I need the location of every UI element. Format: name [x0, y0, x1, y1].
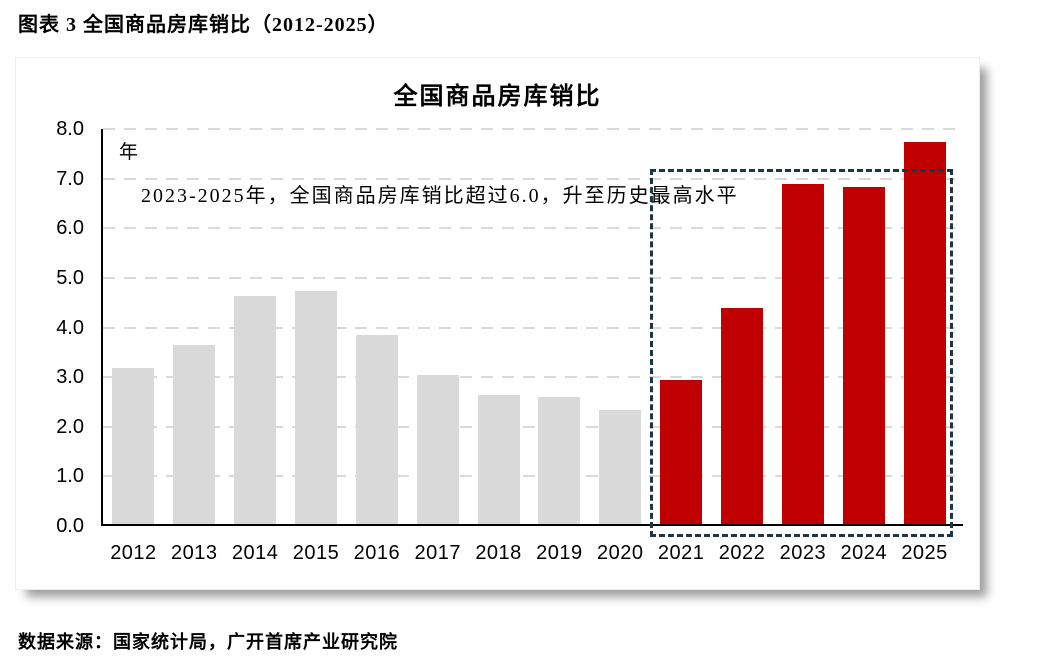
- bar-2024: [842, 186, 885, 524]
- figure-caption: 图表 3 全国商品房库销比（2012-2025）: [18, 14, 389, 36]
- x-tick-label: 2017: [414, 542, 461, 564]
- gridline: [103, 227, 963, 230]
- x-tick-label: 2015: [292, 542, 340, 564]
- highlight-box: [650, 168, 953, 537]
- bar-2018: [477, 394, 520, 524]
- chart-annotation: 2023-2025年，全国商品房库销比超过6.0，升至历史最高水平: [141, 185, 739, 207]
- x-tick-label: 2025: [901, 542, 948, 564]
- x-tick-label: 2012: [110, 542, 157, 564]
- gridline: [103, 326, 963, 329]
- bar-2013: [173, 345, 216, 524]
- x-tick-label: 2016: [353, 542, 401, 564]
- y-tick-label: 8.0: [56, 118, 84, 140]
- y-tick-label: 1.0: [56, 465, 84, 488]
- data-source: 数据来源：国家统计局，广开首席产业研究院: [18, 632, 398, 652]
- y-tick-label: 7.0: [56, 167, 84, 190]
- bar-2017: [416, 375, 459, 524]
- y-axis-unit-label: 年: [119, 142, 139, 163]
- gridline: [103, 276, 963, 279]
- bar-2015: [295, 290, 337, 524]
- x-tick-label: 2024: [840, 542, 887, 564]
- y-tick-label: 5.0: [56, 266, 84, 289]
- bar-2012: [112, 367, 155, 524]
- plot-area: 年 2023-2025年，全国商品房库销比超过6.0，升至历史最高水平 2012…: [101, 128, 963, 564]
- y-tick-label: 0.0: [56, 515, 84, 537]
- gridline: [103, 128, 963, 130]
- x-tick-label: 2018: [475, 542, 522, 564]
- bar-2014: [234, 295, 277, 524]
- gridline: [103, 425, 963, 428]
- bar-2023: [781, 184, 824, 524]
- x-tick-label: 2020: [597, 542, 644, 564]
- bar-2020: [599, 409, 642, 524]
- gridline: [103, 376, 963, 379]
- bar-2022: [721, 308, 763, 524]
- x-tick-label: 2014: [231, 542, 279, 564]
- x-tick-label: 2022: [718, 542, 766, 564]
- x-tick-label: 2023: [779, 542, 827, 564]
- gridline: [103, 475, 963, 478]
- bar-2025: [903, 141, 946, 524]
- gridline: [103, 177, 963, 180]
- y-tick-label: 6.0: [56, 217, 84, 240]
- x-tick-label: 2019: [536, 542, 583, 564]
- bar-2019: [538, 397, 581, 524]
- bar-2016: [355, 335, 398, 524]
- chart-card: 全国商品房库销比 0.0 1.0 2.0 3.0 4.0 5.0 6.0 7.0 8.0 年 2…: [15, 57, 980, 590]
- chart-title: 全国商品房库销比: [393, 84, 602, 110]
- bar-2021: [660, 380, 703, 524]
- y-tick-label: 2.0: [56, 415, 84, 438]
- y-tick-label: 3.0: [56, 366, 84, 389]
- x-tick-label: 2013: [171, 542, 218, 564]
- x-tick-label: 2021: [657, 542, 705, 564]
- y-tick-label: 4.0: [56, 316, 84, 339]
